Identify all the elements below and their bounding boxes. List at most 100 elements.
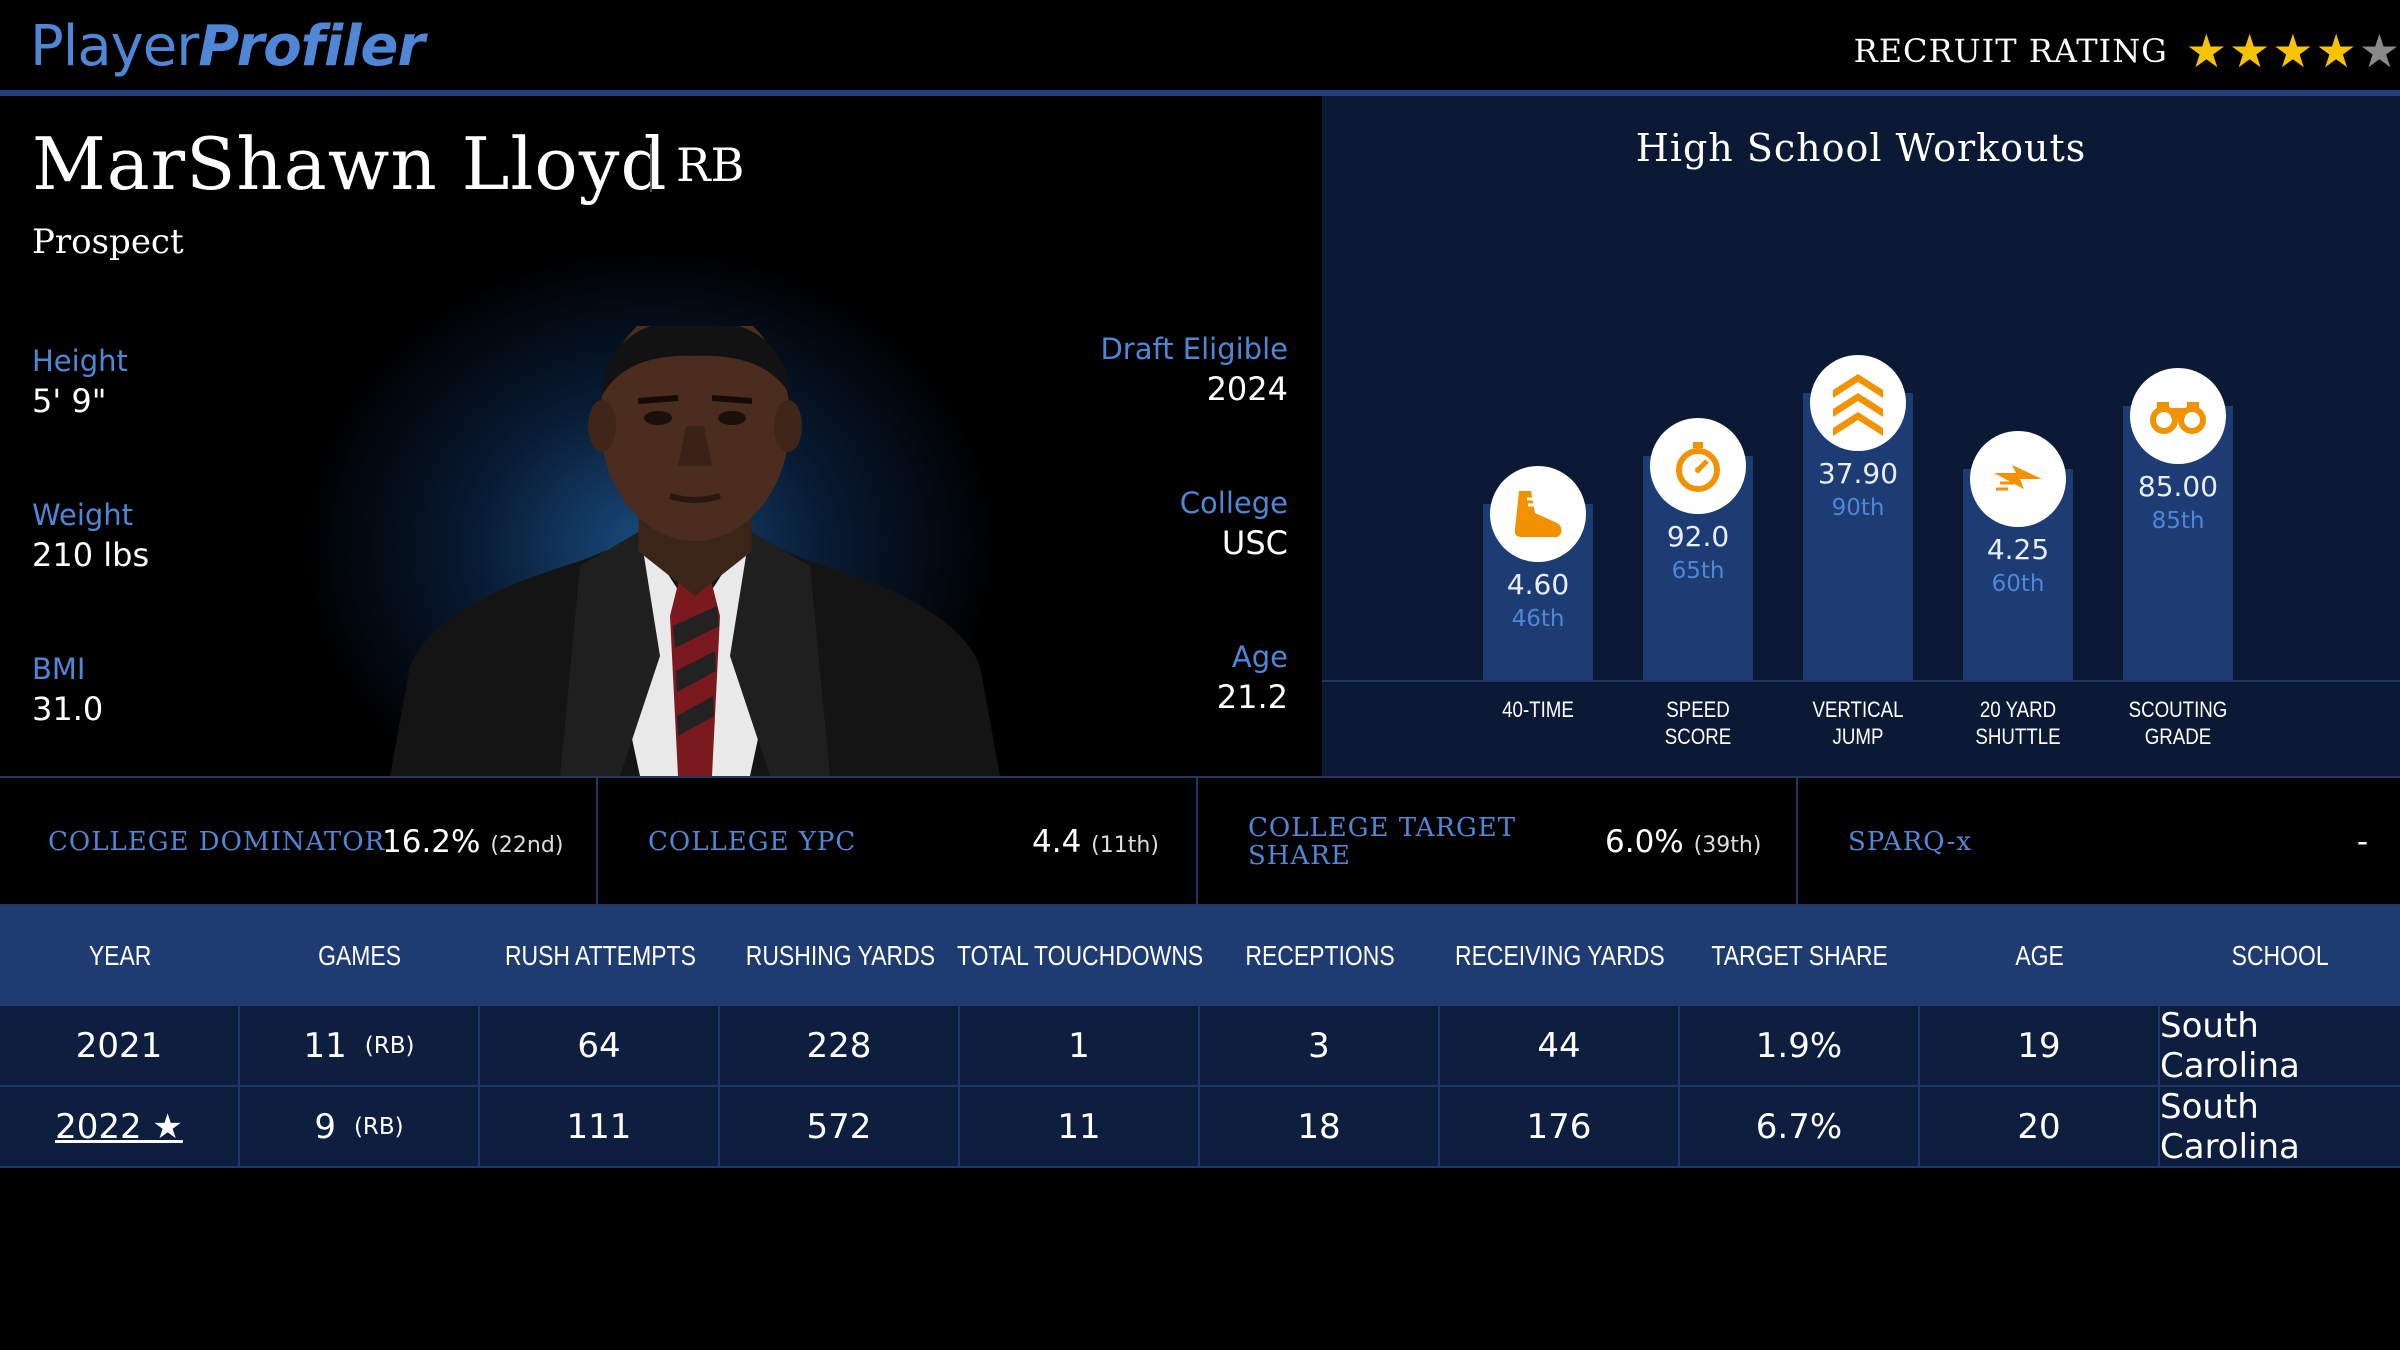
- star-icon: ★: [2315, 24, 2357, 78]
- cell-target-share: 1.9%: [1680, 1006, 1920, 1085]
- workout-value: 92.0: [1666, 520, 1730, 553]
- chevrons-up-icon: [1810, 355, 1906, 451]
- workout-value: 4.25: [1986, 533, 2050, 566]
- age-value: 21.2: [1216, 678, 1288, 716]
- cell-school: South Carolina: [2160, 1086, 2300, 1167]
- bmi-value: 31.0: [32, 690, 104, 728]
- cell-rushing-yards: 572: [720, 1087, 960, 1166]
- college-metrics-strip: COLLEGE DOMINATOR 16.2% (22nd) COLLEGE Y…: [0, 776, 2400, 906]
- column-header-school[interactable]: SCHOOL: [2231, 940, 2329, 971]
- lightning-icon: [1970, 431, 2066, 527]
- workout-label: VERTICAL JUMP: [1812, 697, 1904, 749]
- player-position: RB: [676, 138, 745, 192]
- workout-value: 85.00: [2137, 470, 2219, 503]
- cell-rush-attempts: 111: [480, 1087, 720, 1166]
- metric-label: COLLEGE YPC: [648, 827, 857, 857]
- workout-percentile: 85th: [2151, 508, 2205, 534]
- cell-year-link[interactable]: 2022 ★: [0, 1087, 240, 1166]
- column-header-games[interactable]: GAMES: [318, 940, 402, 971]
- age-stat: Age 21.2: [1217, 640, 1288, 716]
- workout-label: 40-TIME: [1502, 697, 1574, 722]
- star-icon: ★: [2272, 24, 2314, 78]
- cell-school: South Carolina: [2160, 1005, 2300, 1086]
- draft-eligible-label: Draft Eligible: [1100, 332, 1288, 366]
- column-header-receptions[interactable]: RECEPTIONS: [1245, 940, 1395, 971]
- cell-receiving-yards: 44: [1440, 1006, 1680, 1085]
- cell-rushing-yards: 228: [720, 1006, 960, 1085]
- height-value: 5' 9": [32, 382, 107, 420]
- recruit-rating: RECRUIT RATING ★ ★ ★ ★ ★: [1854, 28, 2400, 74]
- workout-percentile: 90th: [1831, 495, 1885, 521]
- cell-games: 11 (RB): [240, 1006, 480, 1085]
- binoculars-icon: [2130, 368, 2226, 464]
- cell-year: 2021: [0, 1006, 240, 1085]
- workout-percentile: 65th: [1671, 558, 1725, 584]
- column-header-age[interactable]: AGE: [2015, 940, 2065, 971]
- bmi-label: BMI: [32, 652, 86, 686]
- star-empty-icon: ★: [2358, 24, 2400, 78]
- workout-label: SPEED SCORE: [1664, 697, 1732, 749]
- workout-percentile: 46th: [1511, 606, 1565, 632]
- height-stat: Height 5' 9": [32, 344, 128, 420]
- cell-target-share: 6.7%: [1680, 1087, 1920, 1166]
- cell-age: 20: [1920, 1087, 2160, 1166]
- workouts-baseline: [1322, 680, 2400, 682]
- column-header-receiving-yards[interactable]: RECEIVING YARDS: [1455, 940, 1665, 971]
- cell-total-touchdowns: 11: [960, 1087, 1200, 1166]
- running-shoe-icon: [1490, 466, 1586, 562]
- cell-receiving-yards: 176: [1440, 1087, 1680, 1166]
- workout-label: SCOUTING GRADE: [2128, 697, 2228, 749]
- weight-label: Weight: [32, 498, 134, 532]
- table-row: 2022 ★ 9 (RB) 111 572 11 18 176 6.7% 20 S…: [0, 1087, 2400, 1168]
- star-icon: ★: [2229, 24, 2271, 78]
- column-header-target-share[interactable]: TARGET SHARE: [1711, 940, 1889, 971]
- column-header-year[interactable]: YEAR: [88, 940, 152, 971]
- table-header-row: YEAR GAMES RUSH ATTEMPTS RUSHING YARDS T…: [0, 906, 2400, 1006]
- high-school-workouts-panel: High School Workouts 4.60 46th 40-TIME 92.0…: [1322, 96, 2400, 776]
- logo-text-profiler: Profiler: [198, 14, 425, 79]
- draft-eligible-value: 2024: [1206, 370, 1288, 408]
- cell-age: 19: [1920, 1006, 2160, 1085]
- cell-rush-attempts: 64: [480, 1006, 720, 1085]
- stopwatch-icon: [1650, 418, 1746, 514]
- column-header-total-touchdowns[interactable]: TOTAL TOUCHDOWNS: [956, 940, 1204, 971]
- height-label: Height: [32, 344, 128, 378]
- metric-value: 6.0% (39th): [1605, 824, 1762, 860]
- college-stats-table: YEAR GAMES RUSH ATTEMPTS RUSHING YARDS T…: [0, 906, 2400, 1168]
- column-header-rush-attempts[interactable]: RUSH ATTEMPTS: [504, 940, 696, 971]
- workout-label: 20 YARD SHUTTLE: [1975, 697, 2061, 749]
- star-icon: ★: [2185, 24, 2227, 78]
- cell-games: 9 (RB): [240, 1087, 480, 1166]
- metric-sparq-x: SPARQ-x -: [1800, 778, 2400, 906]
- metric-label: COLLEGE TARGET SHARE: [1248, 813, 1517, 871]
- metric-college-ypc: COLLEGE YPC 4.4 (11th): [600, 778, 1198, 906]
- player-status: Prospect: [32, 222, 184, 262]
- workout-value: 4.60: [1506, 568, 1570, 601]
- header-divider: [0, 90, 2400, 96]
- weight-value: 210 lbs: [32, 536, 150, 574]
- cell-receptions: 18: [1200, 1087, 1440, 1166]
- player-name: MarShawn Lloyd: [32, 122, 668, 206]
- cell-total-touchdowns: 1: [960, 1006, 1200, 1085]
- table-row: 2021 11 (RB) 64 228 1 3 44 1.9% 19 South …: [0, 1006, 2400, 1087]
- player-profiler-logo[interactable]: PlayerProfiler: [30, 14, 425, 79]
- metric-value: 16.2% (22nd): [382, 824, 564, 860]
- cell-receptions: 3: [1200, 1006, 1440, 1085]
- college-stat: College USC: [1180, 486, 1288, 562]
- metric-value: -: [2356, 824, 2368, 860]
- metric-college-dominator: COLLEGE DOMINATOR 16.2% (22nd): [0, 778, 598, 906]
- bmi-stat: BMI 31.0: [32, 652, 103, 728]
- metric-label: SPARQ-x: [1848, 827, 1972, 857]
- age-label: Age: [1231, 640, 1288, 674]
- college-value: USC: [1221, 524, 1288, 562]
- workout-value: 37.90: [1817, 457, 1899, 490]
- name-divider: [650, 144, 652, 192]
- column-header-rushing-yards[interactable]: RUSHING YARDS: [745, 940, 935, 971]
- metric-college-target-share: COLLEGE TARGET SHARE 6.0% (39th): [1200, 778, 1798, 906]
- metric-label: COLLEGE DOMINATOR: [48, 827, 386, 857]
- player-profile-panel: MarShawn Lloyd RB Prospect Height 5' 9" …: [0, 96, 1320, 776]
- college-label: College: [1179, 486, 1288, 520]
- metric-value: 4.4 (11th): [1032, 824, 1159, 860]
- top-bar: PlayerProfiler RECRUIT RATING ★ ★ ★ ★ ★: [0, 0, 2400, 92]
- workouts-title: High School Workouts: [1635, 126, 2087, 170]
